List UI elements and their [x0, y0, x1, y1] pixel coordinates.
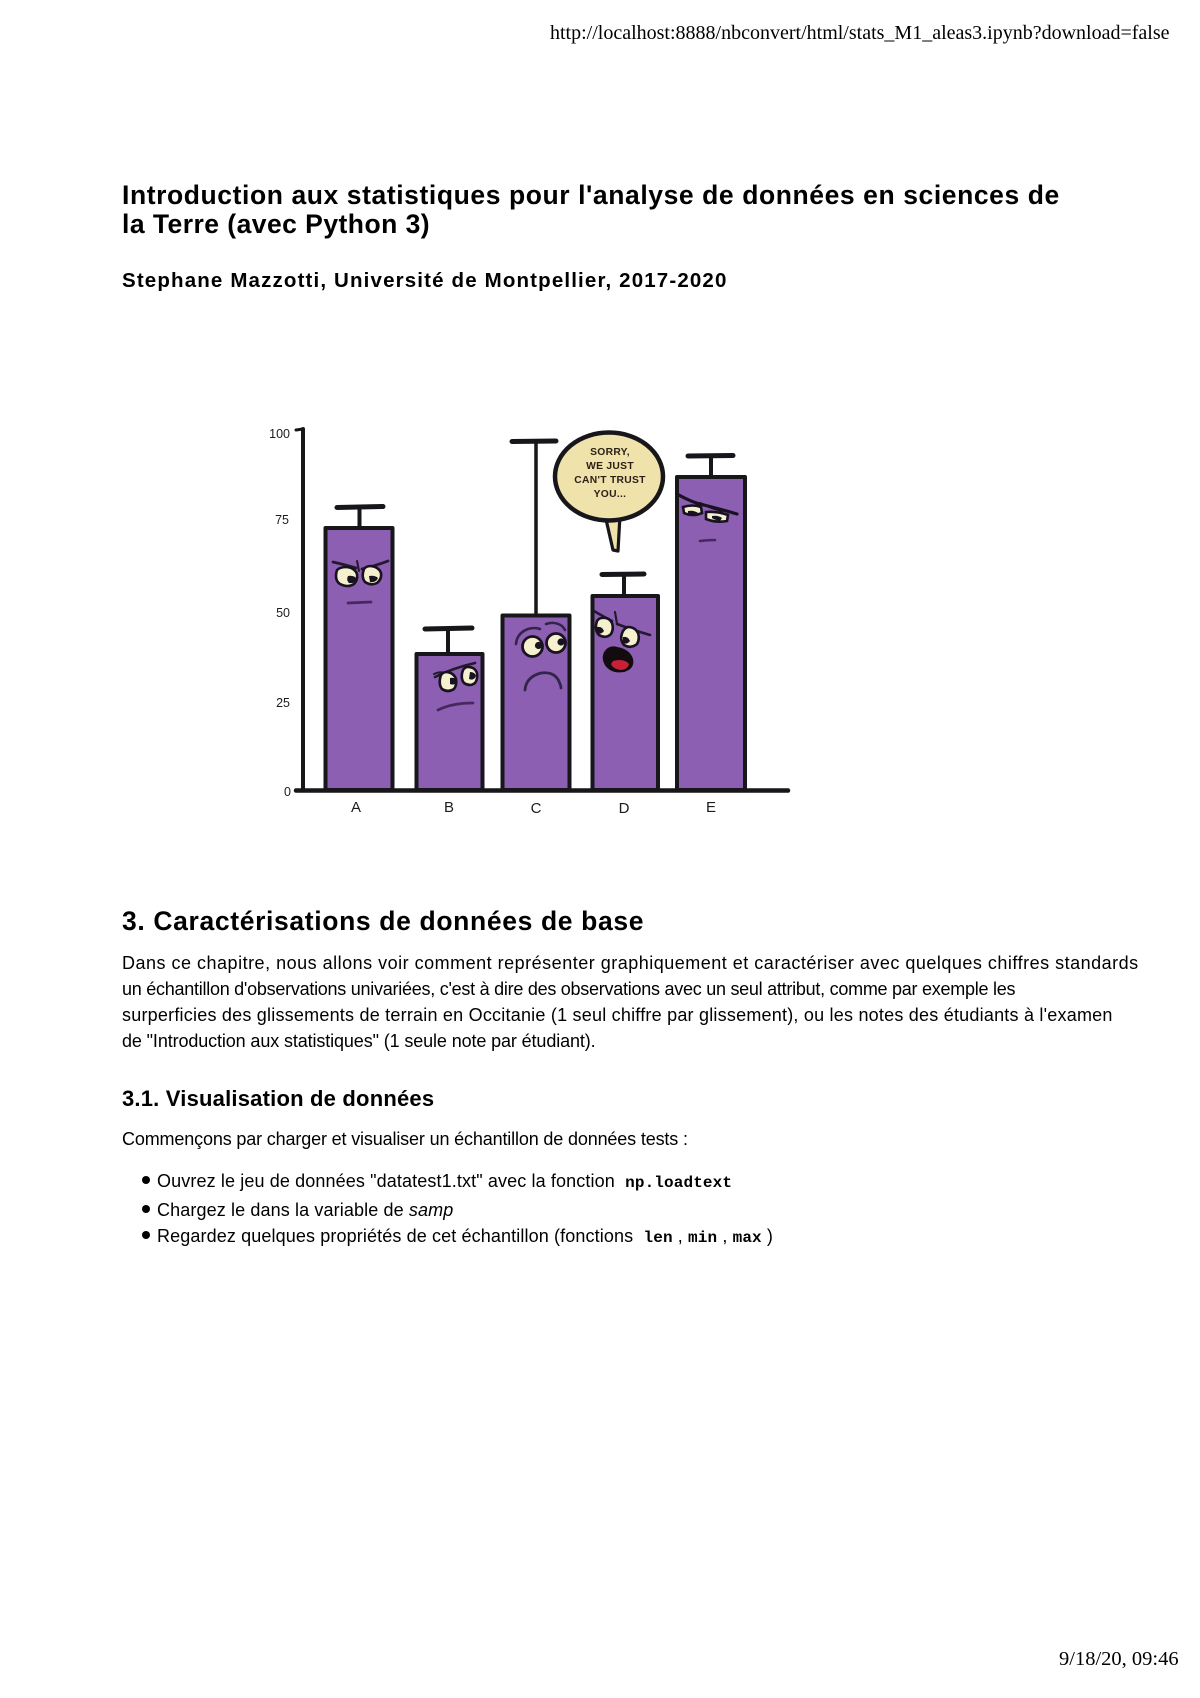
- svg-text:YOU...: YOU...: [594, 489, 627, 500]
- svg-text:CAN'T TRUST: CAN'T TRUST: [574, 475, 646, 486]
- svg-text:WE JUST: WE JUST: [586, 461, 634, 472]
- svg-text:25: 25: [276, 696, 290, 710]
- svg-text:A: A: [351, 799, 361, 816]
- svg-text:75: 75: [275, 513, 289, 527]
- svg-text:SORRY,: SORRY,: [590, 447, 630, 458]
- svg-text:E: E: [706, 799, 716, 816]
- svg-text:C: C: [531, 800, 542, 817]
- svg-text:0: 0: [284, 785, 291, 799]
- svg-text:100: 100: [269, 427, 290, 441]
- svg-text:D: D: [619, 800, 630, 817]
- svg-text:B: B: [444, 799, 454, 816]
- svg-text:50: 50: [276, 606, 290, 620]
